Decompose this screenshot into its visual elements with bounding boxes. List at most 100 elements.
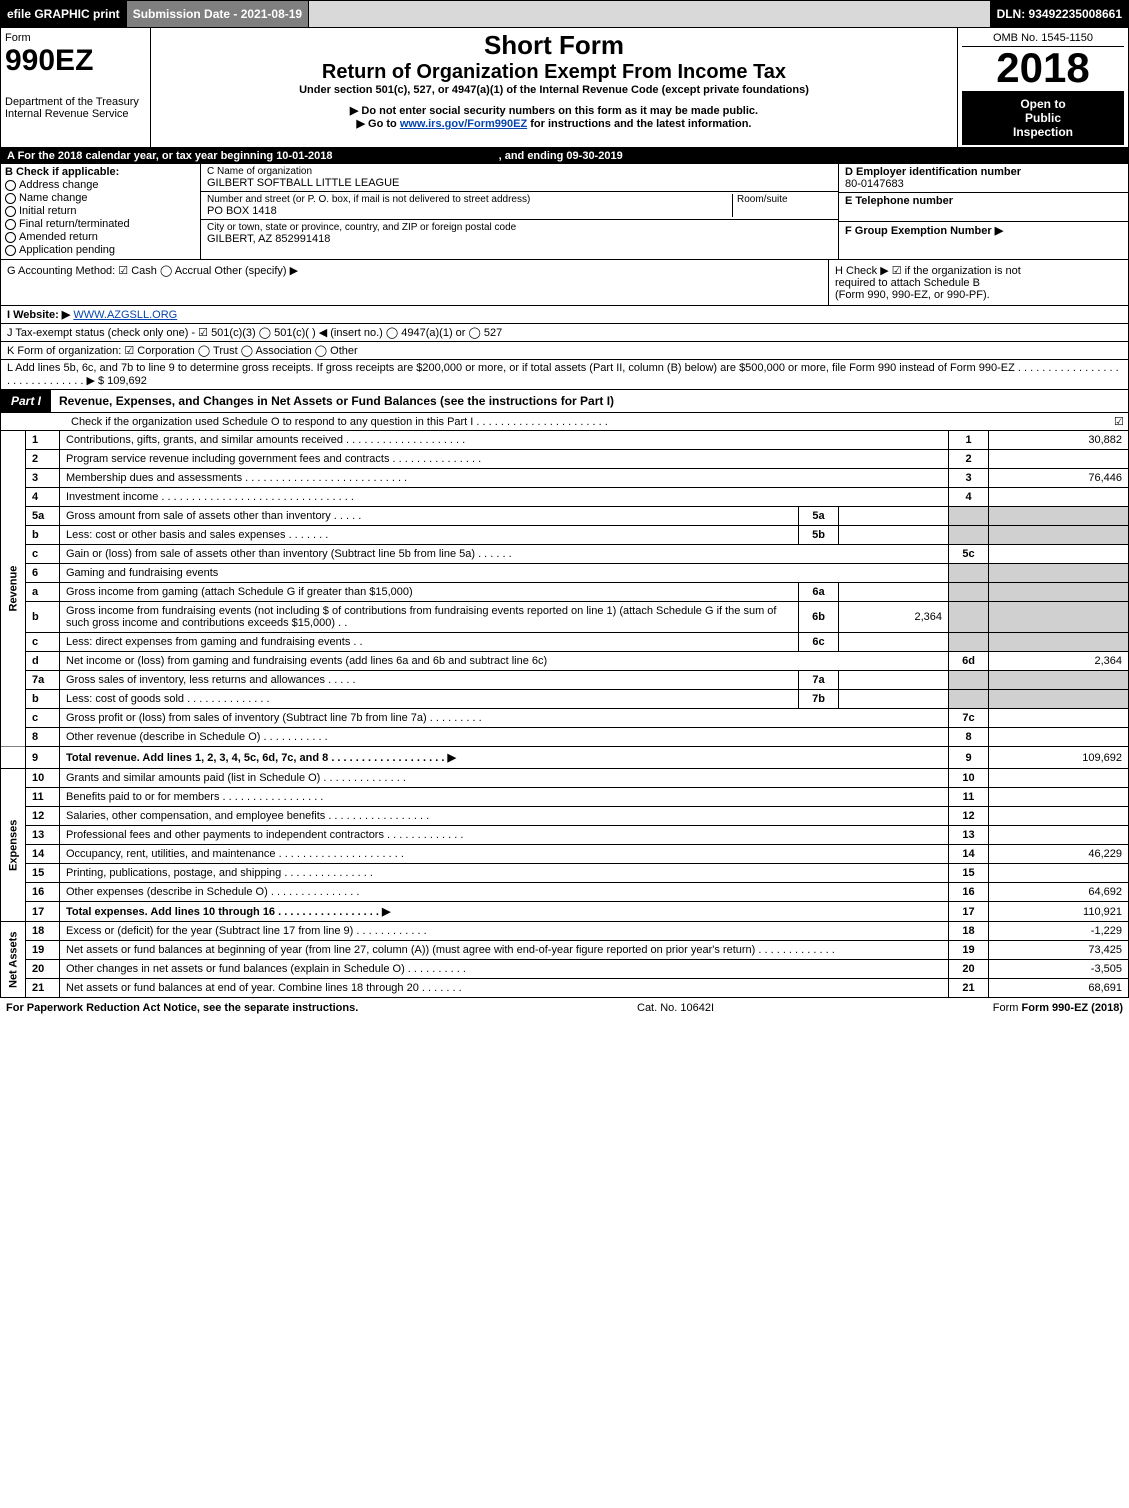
check-address-change-label: Address change [19, 179, 99, 191]
h-line3: (Form 990, 990-EZ, or 990-PF). [835, 289, 1122, 301]
ln14-val: 46,229 [989, 845, 1129, 864]
ln6-box [949, 564, 989, 583]
h-line2: required to attach Schedule B [835, 277, 1122, 289]
note-ssn: ▶ Do not enter social security numbers o… [157, 104, 951, 117]
ln7b-box [949, 690, 989, 709]
open-line3: Inspection [964, 125, 1122, 139]
ln5b-sub: 5b [799, 526, 839, 545]
ln2-desc: Program service revenue including govern… [60, 450, 949, 469]
part1-check-mark: ☑ [1108, 413, 1128, 430]
row-i-website: I Website: ▶ WWW.AZGSLL.ORG [0, 306, 1129, 324]
ln10-box: 10 [949, 769, 989, 788]
ln5b-box [949, 526, 989, 545]
ln7b-sval [839, 690, 949, 709]
open-line2: Public [964, 111, 1122, 125]
h-check: H Check ▶ ☑ if the organization is not r… [828, 260, 1128, 305]
open-line1: Open to [964, 97, 1122, 111]
ln5b-desc: Less: cost or other basis and sales expe… [60, 526, 799, 545]
ln17-desc: Total expenses. Add lines 10 through 16 … [60, 902, 949, 922]
under-section: Under section 501(c), 527, or 4947(a)(1)… [157, 84, 951, 96]
ln13-val [989, 826, 1129, 845]
header-right: OMB No. 1545-1150 2018 Open to Public In… [958, 28, 1128, 147]
part1-title: Revenue, Expenses, and Changes in Net As… [51, 390, 1128, 412]
efile-label: efile GRAPHIC print [1, 1, 127, 27]
section-b: B Check if applicable: Address change Na… [1, 164, 201, 259]
check-final-return[interactable] [5, 219, 16, 230]
ln6c-sval [839, 633, 949, 652]
city-label: City or town, state or province, country… [207, 222, 832, 233]
form-word: Form [5, 32, 146, 44]
ln16-num: 16 [26, 883, 60, 902]
ln7c-desc: Gross profit or (loss) from sales of inv… [60, 709, 949, 728]
i-label: I Website: ▶ [7, 309, 70, 321]
ln7a-box [949, 671, 989, 690]
irs-link[interactable]: www.irs.gov/Form990EZ [400, 118, 527, 130]
ln16-box: 16 [949, 883, 989, 902]
phone-value [845, 207, 1122, 219]
ln7c-box: 7c [949, 709, 989, 728]
side-expenses: Expenses [1, 769, 26, 922]
dept-irs: Internal Revenue Service [5, 108, 146, 120]
ln8-val [989, 728, 1129, 747]
ln19-val: 73,425 [989, 941, 1129, 960]
side-revenue: Revenue [1, 431, 26, 747]
footer-mid: Cat. No. 10642I [637, 1002, 714, 1014]
ln7a-sub: 7a [799, 671, 839, 690]
ln6a-box [949, 583, 989, 602]
ln5b-sval [839, 526, 949, 545]
ln15-box: 15 [949, 864, 989, 883]
note-goto: ▶ Go to www.irs.gov/Form990EZ for instru… [157, 117, 951, 130]
check-address-change[interactable] [5, 180, 16, 191]
short-form-title: Short Form [157, 30, 951, 61]
check-initial-return[interactable] [5, 206, 16, 217]
check-amended-return[interactable] [5, 232, 16, 243]
ln11-num: 11 [26, 788, 60, 807]
side-netassets: Net Assets [1, 922, 26, 998]
note-goto-post: for instructions and the latest informat… [527, 118, 751, 130]
ln6b-sub: 6b [799, 602, 839, 633]
ln18-val: -1,229 [989, 922, 1129, 941]
g-accounting: G Accounting Method: ☑ Cash ◯ Accrual Ot… [1, 260, 828, 305]
c-label: C Name of organization [207, 166, 832, 177]
ln6d-box: 6d [949, 652, 989, 671]
footer-right-text: Form 990-EZ (2018) [1022, 1002, 1123, 1014]
ln6b-num: b [26, 602, 60, 633]
ln6c-box [949, 633, 989, 652]
check-name-change[interactable] [5, 193, 16, 204]
ln14-desc: Occupancy, rent, utilities, and maintena… [60, 845, 949, 864]
ln16-desc: Other expenses (describe in Schedule O) … [60, 883, 949, 902]
website-link[interactable]: WWW.AZGSLL.ORG [73, 309, 177, 321]
header-left: Form 990EZ Department of the Treasury In… [1, 28, 151, 147]
city-value: GILBERT, AZ 852991418 [207, 233, 832, 245]
ln8-box: 8 [949, 728, 989, 747]
b-label: B Check if applicable: [5, 166, 196, 178]
ln5a-num: 5a [26, 507, 60, 526]
side-revenue-end [1, 747, 26, 769]
ln5a-val [989, 507, 1129, 526]
ln9-box: 9 [949, 747, 989, 769]
ln6-val [989, 564, 1129, 583]
ln19-box: 19 [949, 941, 989, 960]
check-application-pending[interactable] [5, 245, 16, 256]
ln7b-sub: 7b [799, 690, 839, 709]
section-def: D Employer identification number 80-0147… [838, 164, 1128, 259]
ln11-val [989, 788, 1129, 807]
ln10-num: 10 [26, 769, 60, 788]
check-final-return-label: Final return/terminated [19, 218, 130, 230]
check-amended-return-label: Amended return [19, 231, 98, 243]
ln9-num: 9 [26, 747, 60, 769]
ln7a-num: 7a [26, 671, 60, 690]
d-label: D Employer identification number [845, 166, 1122, 178]
ln7a-val [989, 671, 1129, 690]
org-name: GILBERT SOFTBALL LITTLE LEAGUE [207, 177, 832, 189]
ln13-desc: Professional fees and other payments to … [60, 826, 949, 845]
ln6d-desc: Net income or (loss) from gaming and fun… [60, 652, 949, 671]
ln7a-sval [839, 671, 949, 690]
part1-header: Part I Revenue, Expenses, and Changes in… [0, 390, 1129, 413]
ln1-desc: Contributions, gifts, grants, and simila… [60, 431, 949, 450]
ln2-num: 2 [26, 450, 60, 469]
ln8-num: 8 [26, 728, 60, 747]
ln16-val: 64,692 [989, 883, 1129, 902]
period-b: , and ending 09-30-2019 [499, 150, 623, 162]
h-line1: H Check ▶ ☑ if the organization is not [835, 264, 1122, 277]
